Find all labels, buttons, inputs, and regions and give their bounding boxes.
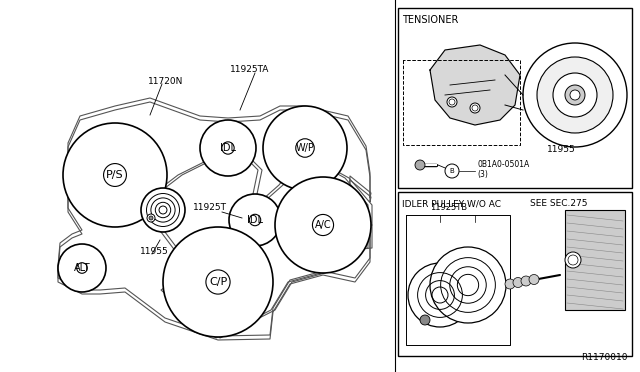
Circle shape — [206, 270, 230, 294]
Circle shape — [296, 139, 314, 157]
Text: W/P: W/P — [296, 143, 314, 153]
Text: SEE SEC.275: SEE SEC.275 — [530, 199, 588, 208]
Text: A/C: A/C — [315, 220, 332, 230]
Circle shape — [505, 279, 515, 289]
Text: 11720N: 11720N — [148, 77, 184, 87]
Text: 11925T: 11925T — [193, 203, 227, 212]
Text: ALT: ALT — [74, 263, 90, 273]
Circle shape — [523, 43, 627, 147]
Circle shape — [565, 252, 581, 268]
Circle shape — [229, 194, 281, 246]
Bar — [398, 8, 632, 188]
Bar — [398, 192, 632, 356]
Circle shape — [415, 160, 425, 170]
Circle shape — [104, 164, 127, 186]
Text: (3): (3) — [477, 170, 488, 179]
Circle shape — [250, 214, 260, 226]
Circle shape — [141, 188, 185, 232]
Text: B: B — [450, 168, 454, 174]
Text: TENSIONER: TENSIONER — [402, 15, 458, 25]
Text: 0B1A0-0501A: 0B1A0-0501A — [477, 160, 529, 169]
Circle shape — [447, 97, 457, 107]
Circle shape — [77, 263, 87, 273]
Text: P/S: P/S — [106, 170, 124, 180]
Circle shape — [565, 85, 585, 105]
Circle shape — [529, 275, 539, 285]
Circle shape — [430, 247, 506, 323]
Text: R1170010: R1170010 — [582, 353, 628, 362]
Circle shape — [222, 142, 234, 154]
Circle shape — [58, 244, 106, 292]
Circle shape — [513, 278, 523, 288]
Circle shape — [263, 106, 347, 190]
Circle shape — [420, 315, 430, 325]
Text: IDLER PULLEY W/O AC: IDLER PULLEY W/O AC — [402, 199, 501, 208]
Circle shape — [149, 216, 153, 220]
Text: 11955: 11955 — [140, 247, 169, 257]
Circle shape — [408, 263, 472, 327]
Text: 11955: 11955 — [547, 145, 576, 154]
Circle shape — [445, 164, 459, 178]
Circle shape — [470, 103, 480, 113]
Text: 11925TA: 11925TA — [230, 65, 269, 74]
Circle shape — [147, 214, 155, 222]
Circle shape — [200, 120, 256, 176]
Circle shape — [553, 73, 597, 117]
Text: IDL: IDL — [220, 143, 236, 153]
Circle shape — [312, 214, 333, 235]
Polygon shape — [430, 45, 520, 125]
Circle shape — [275, 177, 371, 273]
Text: IDL: IDL — [247, 215, 263, 225]
Text: C/P: C/P — [209, 277, 227, 287]
Circle shape — [63, 123, 167, 227]
Circle shape — [163, 227, 273, 337]
Circle shape — [521, 276, 531, 286]
Text: 11925TB: 11925TB — [430, 203, 467, 212]
Circle shape — [570, 90, 580, 100]
Circle shape — [537, 57, 613, 133]
Bar — [565, 210, 625, 310]
